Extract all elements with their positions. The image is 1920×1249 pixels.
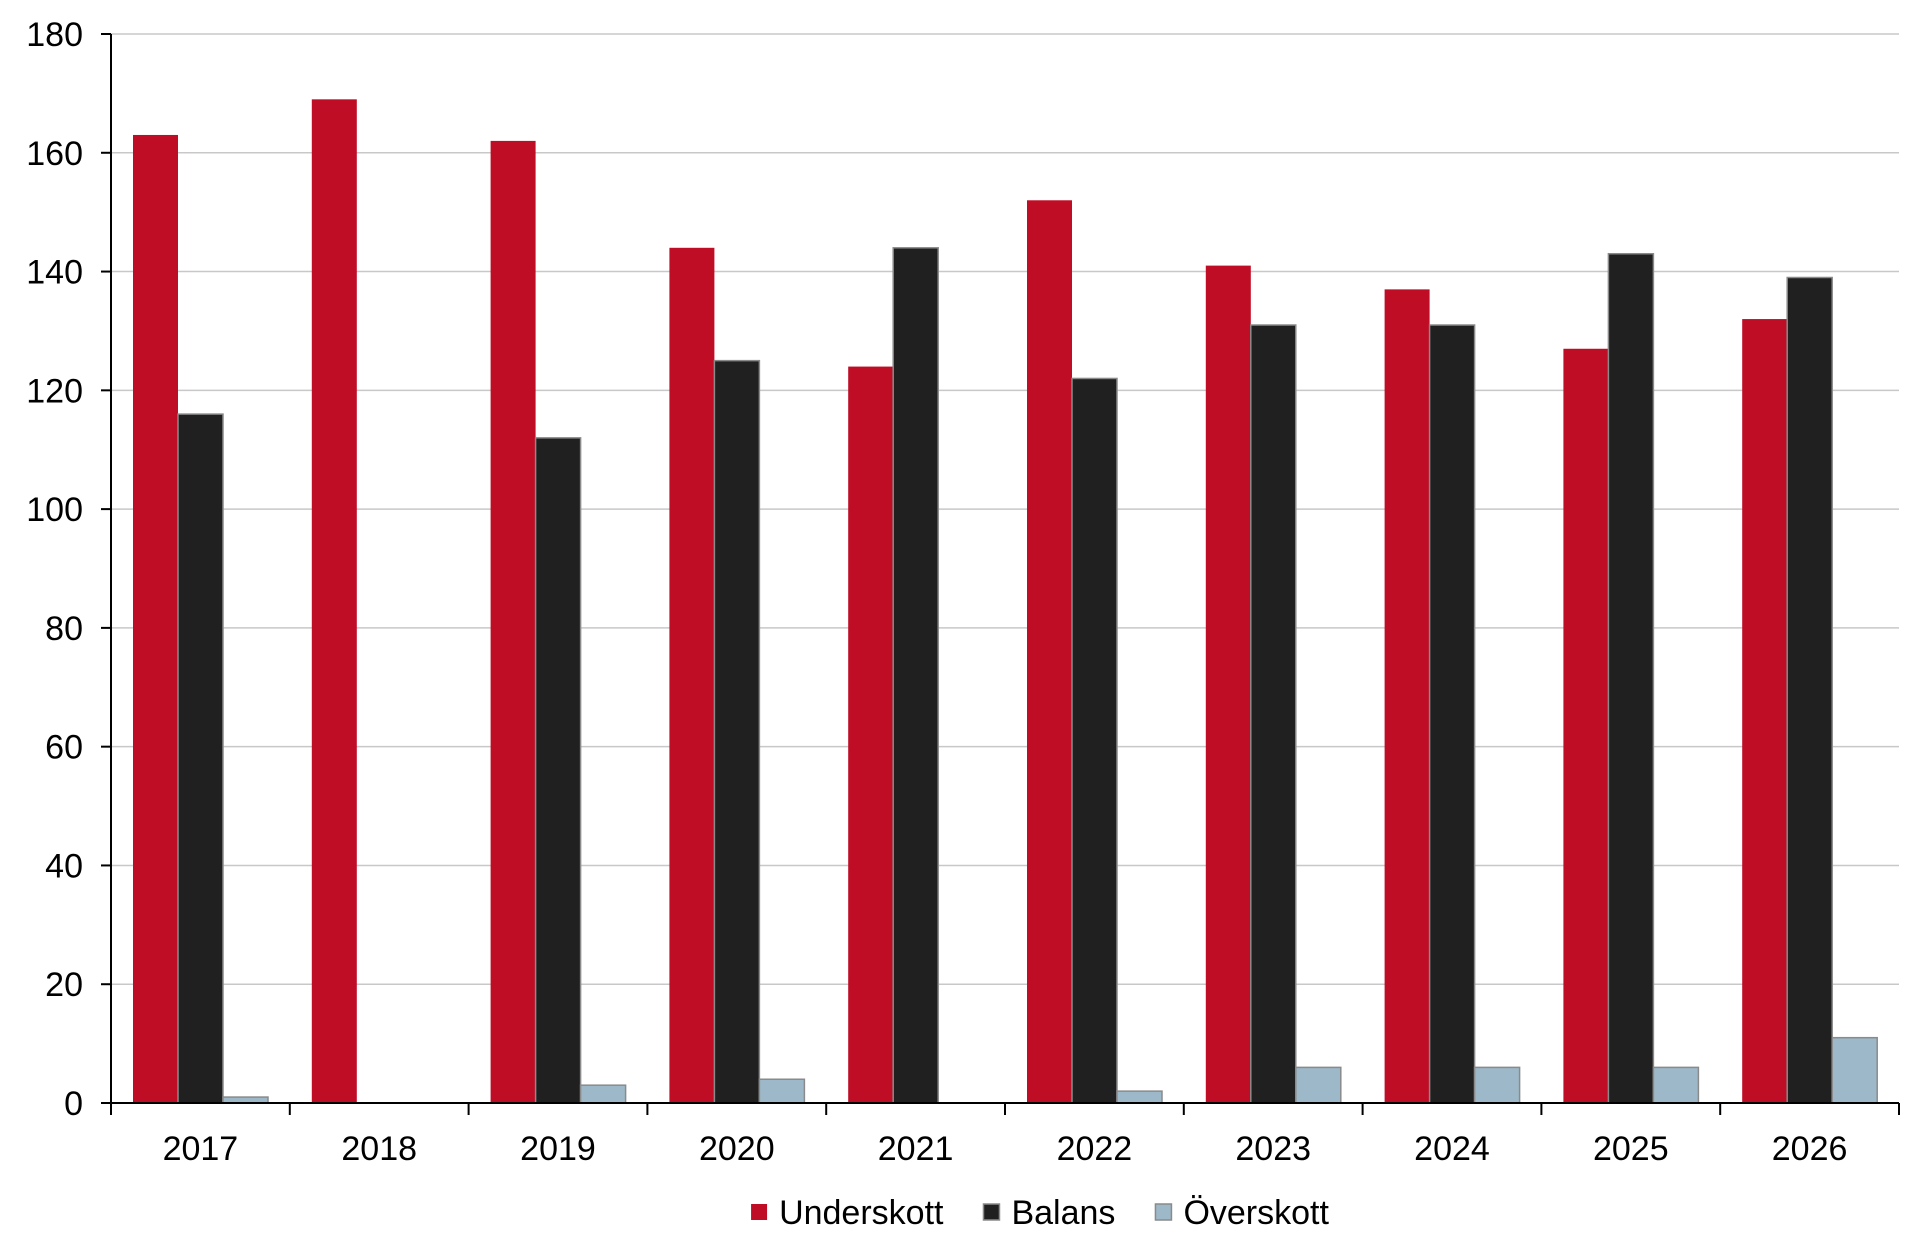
x-axis-tick-labels: 2017 2018 2019 2020 2021 2022 2023 2024 2025 2026 (163, 1130, 1848, 1168)
bar-balans-2017 (177, 413, 224, 1104)
bar-underskott-2019 (490, 140, 536, 1103)
legend-swatch (1154, 1203, 1173, 1221)
gridlines (111, 33, 1899, 985)
x-tick-label: 2021 (878, 1130, 954, 1168)
bar-underskott-2018 (311, 99, 357, 1104)
bar-underskott-2020 (669, 247, 715, 1104)
legend-swatch (751, 1204, 768, 1220)
x-tick-label: 2026 (1772, 1130, 1848, 1168)
bar-balans-2019 (534, 437, 582, 1104)
y-tick-label: 60 (45, 729, 83, 767)
bar-underskott-2023 (1205, 265, 1251, 1103)
bar-underskott-2026 (1742, 319, 1788, 1104)
bar--verskott-2025 (1652, 1066, 1700, 1104)
y-tick-label: 120 (26, 372, 83, 410)
bar-balans-2022 (1071, 377, 1118, 1104)
x-tick-label: 2017 (163, 1130, 239, 1168)
bar-balans-2020 (713, 359, 761, 1104)
x-tick-label: 2023 (1235, 1130, 1311, 1168)
bar--verskott-2024 (1473, 1066, 1521, 1104)
x-tick-label: 2018 (341, 1130, 417, 1168)
legend-label: Underskott (779, 1194, 944, 1232)
y-tick-label: 160 (26, 135, 83, 173)
bar-underskott-2025 (1563, 348, 1609, 1103)
bar-underskott-2021 (848, 366, 894, 1104)
legend-label: Överskott (1183, 1194, 1329, 1232)
x-tick-label: 2025 (1593, 1130, 1669, 1168)
bar-underskott-2017 (133, 134, 178, 1103)
y-tick-label: 180 (26, 16, 83, 54)
x-tick-label: 2020 (699, 1130, 775, 1168)
y-tick-label: 0 (64, 1085, 83, 1123)
bar-balans-2025 (1607, 252, 1655, 1104)
bar--verskott-2023 (1295, 1066, 1342, 1104)
y-tick-label: 20 (45, 966, 83, 1004)
bar-balans-2024 (1428, 324, 1476, 1104)
y-axis-tick-labels: 0 20 40 60 80 100 120 140 160 180 (26, 16, 83, 1123)
y-tick-label: 80 (45, 610, 83, 648)
legend-item--verskott: Överskott (1154, 1194, 1329, 1232)
bar-balans-2023 (1250, 324, 1297, 1104)
bar--verskott-2022 (1116, 1090, 1163, 1104)
bars (133, 99, 1878, 1104)
bar--verskott-2019 (579, 1084, 627, 1104)
bar--verskott-2026 (1831, 1036, 1878, 1104)
y-tick-label: 40 (45, 847, 83, 885)
x-tick-label: 2024 (1414, 1130, 1490, 1168)
legend-swatch (982, 1203, 1001, 1221)
bar--verskott-2020 (758, 1078, 806, 1104)
legend: Underskott Balans Överskott (751, 1194, 1329, 1232)
bar-underskott-2022 (1027, 200, 1072, 1104)
legend-label: Balans (1011, 1194, 1115, 1232)
legend-item-balans: Balans (982, 1194, 1115, 1232)
bar-balans-2026 (1786, 276, 1833, 1104)
axes (101, 33, 1900, 1115)
y-tick-label: 140 (26, 254, 83, 292)
x-tick-label: 2019 (520, 1130, 596, 1168)
bar-balans-2021 (892, 247, 939, 1104)
x-tick-label: 2022 (1057, 1130, 1133, 1168)
legend-item-underskott: Underskott (751, 1194, 944, 1232)
y-tick-label: 100 (26, 491, 83, 529)
bar-underskott-2024 (1384, 289, 1430, 1104)
